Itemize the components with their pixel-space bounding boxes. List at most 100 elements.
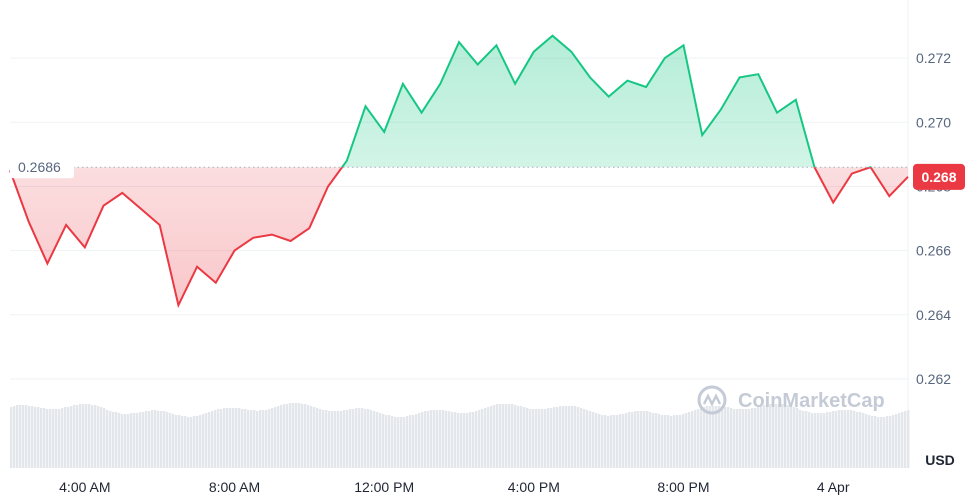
volume-bar — [226, 408, 229, 468]
y-tick-label: 0.270 — [916, 114, 951, 130]
volume-bar — [88, 404, 91, 468]
volume-bar — [772, 404, 775, 468]
volume-bar — [136, 413, 139, 468]
volume-bar — [616, 415, 619, 468]
volume-bar — [547, 408, 550, 468]
volume-bar — [202, 414, 205, 468]
volume-bar — [439, 410, 442, 468]
volume-bar — [823, 413, 826, 468]
volume-bar — [781, 404, 784, 468]
volume-bar — [757, 407, 760, 468]
volume-bar — [589, 411, 592, 468]
volume-bar — [454, 412, 457, 468]
volume-bar — [307, 405, 310, 468]
volume-bar — [649, 412, 652, 468]
coinmarketcap-icon-wave — [702, 393, 722, 407]
x-tick-label: 4:00 PM — [508, 479, 560, 495]
volume-bar — [22, 405, 25, 468]
data-point — [608, 96, 610, 98]
volume-bar — [244, 409, 247, 468]
volume-bar — [334, 411, 337, 468]
current-price-badge: 0.268 — [913, 163, 965, 190]
data-point — [720, 108, 722, 110]
volume-bar — [661, 415, 664, 468]
volume-bar — [355, 408, 358, 468]
volume-bar — [124, 414, 127, 468]
data-point — [290, 240, 292, 242]
data-point — [421, 112, 423, 114]
data-point — [196, 266, 198, 268]
volume-bar — [736, 409, 739, 468]
volume-bar — [718, 406, 721, 468]
volume-bar — [478, 410, 481, 468]
data-point — [683, 44, 685, 46]
volume-bar — [106, 410, 109, 468]
data-point — [851, 173, 853, 175]
volume-bar — [400, 417, 403, 468]
volume-bar — [262, 410, 265, 468]
volume-bar — [799, 410, 802, 468]
volume-bar — [625, 413, 628, 468]
volume-bar — [703, 407, 706, 468]
volume-bar — [721, 406, 724, 468]
volume-bar — [763, 405, 766, 468]
volume-bar — [760, 406, 763, 468]
volume-bar — [868, 415, 871, 468]
volume-bar — [313, 407, 316, 468]
data-point — [159, 224, 161, 226]
volume-bar — [688, 412, 691, 468]
volume-bar — [58, 409, 61, 468]
volume-bar — [754, 408, 757, 468]
volume-bar — [724, 407, 727, 468]
volume-bar — [553, 407, 556, 468]
volume-bar — [322, 410, 325, 468]
volume-bar — [16, 405, 19, 468]
volume-bar — [472, 412, 475, 468]
volume-bar — [376, 412, 379, 468]
volume-bar — [100, 407, 103, 468]
volume-bar — [481, 409, 484, 468]
volume-bar — [577, 407, 580, 468]
volume-bar — [904, 411, 907, 468]
volume-bar — [490, 406, 493, 468]
volume-bar — [670, 416, 673, 468]
volume-bar — [316, 408, 319, 468]
data-point — [870, 166, 872, 168]
volume-bar — [166, 412, 169, 468]
data-point — [346, 160, 348, 162]
volume-bar — [127, 414, 130, 468]
volume-bar — [619, 414, 622, 468]
volume-bar — [706, 406, 709, 468]
volume-bar — [160, 411, 163, 468]
volume-bar — [700, 408, 703, 468]
volume-bar — [457, 413, 460, 468]
data-point — [776, 112, 778, 114]
data-point — [570, 51, 572, 53]
volume-bar — [430, 410, 433, 468]
volume-bar — [667, 415, 670, 468]
volume-bar — [232, 408, 235, 468]
volume-bar — [460, 413, 463, 468]
volume-bar — [82, 404, 85, 468]
volume-bar — [682, 414, 685, 468]
volume-bar — [331, 411, 334, 468]
volume-bar — [829, 412, 832, 468]
volume-bar — [808, 412, 811, 468]
volume-bar — [646, 411, 649, 468]
data-point — [757, 73, 759, 75]
volume-bar — [898, 413, 901, 468]
volume-bar — [607, 416, 610, 468]
volume-bar — [172, 414, 175, 468]
volume-bar — [310, 406, 313, 468]
x-tick-label: 8:00 AM — [209, 479, 260, 495]
volume-bar — [580, 408, 583, 468]
volume-bar — [508, 404, 511, 468]
data-point — [458, 41, 460, 43]
data-point — [84, 246, 86, 248]
volume-bar — [493, 405, 496, 468]
volume-bar — [283, 404, 286, 468]
data-point — [701, 134, 703, 136]
volume-bar — [586, 410, 589, 468]
volume-bar — [199, 415, 202, 468]
